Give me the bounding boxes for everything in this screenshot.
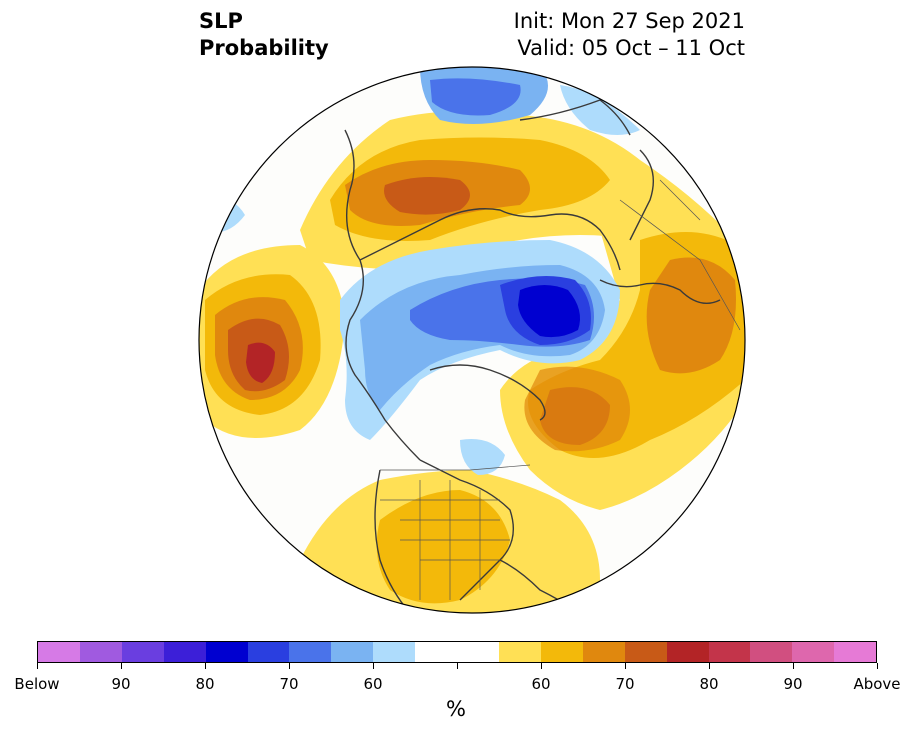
- colorbar-tick-label: Above: [853, 675, 901, 693]
- colorbar-segment: [792, 642, 835, 662]
- colorbar-segment: [247, 642, 290, 662]
- colorbar-segment: [457, 642, 499, 662]
- date-info: Init: Mon 27 Sep 2021 Valid: 05 Oct – 11…: [514, 8, 745, 62]
- coastlines: [344, 99, 721, 613]
- colorbar-tick: [289, 663, 290, 669]
- colorbar-tick: [457, 663, 458, 669]
- colorbar-tick-label: 80: [195, 675, 215, 693]
- colorbar-tick-label: 60: [363, 675, 383, 693]
- colorbar-segment: [666, 642, 709, 662]
- valid-range: Valid: 05 Oct – 11 Oct: [517, 36, 745, 60]
- colorbar-tick: [37, 663, 38, 669]
- colorbar: [37, 641, 877, 663]
- country-borders: [380, 179, 741, 600]
- colorbar-segment: [121, 642, 164, 662]
- title-line-1: SLP: [199, 9, 243, 33]
- colorbar-tick: [793, 663, 794, 669]
- probability-field: [199, 67, 745, 613]
- colorbar-segment: [582, 642, 625, 662]
- colorbar-segment: [331, 642, 374, 662]
- colorbar-segment: [79, 642, 122, 662]
- colorbar-segment: [373, 642, 416, 662]
- colorbar-segment: [834, 642, 877, 662]
- map-boundary: [198, 66, 746, 614]
- polar-map: [198, 66, 746, 614]
- colorbar-segment: [163, 642, 206, 662]
- colorbar-tick: [625, 663, 626, 669]
- colorbar-tick-label: 90: [783, 675, 803, 693]
- colorbar-segment: [624, 642, 667, 662]
- colorbar-tick-label: 90: [111, 675, 131, 693]
- colorbar-tick: [121, 663, 122, 669]
- colorbar-segment: [205, 642, 248, 662]
- colorbar-segment: [540, 642, 583, 662]
- title-line-2: Probability: [199, 36, 329, 60]
- colorbar-tick: [709, 663, 710, 669]
- chart-title: SLP Probability: [199, 8, 329, 62]
- colorbar-tick: [205, 663, 206, 669]
- colorbar-tick-label: Below: [14, 675, 60, 693]
- colorbar-tick: [541, 663, 542, 669]
- colorbar-segment: [38, 642, 80, 662]
- colorbar-unit: %: [446, 697, 466, 721]
- colorbar-segment: [708, 642, 751, 662]
- colorbar-tick-label: 70: [279, 675, 299, 693]
- colorbar-segment: [498, 642, 541, 662]
- colorbar-segment: [415, 642, 458, 662]
- colorbar-tick-label: 70: [615, 675, 635, 693]
- colorbar-tick: [373, 663, 374, 669]
- colorbar-tick-label: 80: [699, 675, 719, 693]
- colorbar-segment: [750, 642, 793, 662]
- colorbar-segment: [289, 642, 332, 662]
- colorbar-tick: [877, 663, 878, 669]
- init-date: Init: Mon 27 Sep 2021: [513, 9, 745, 33]
- colorbar-tick-label: 60: [531, 675, 551, 693]
